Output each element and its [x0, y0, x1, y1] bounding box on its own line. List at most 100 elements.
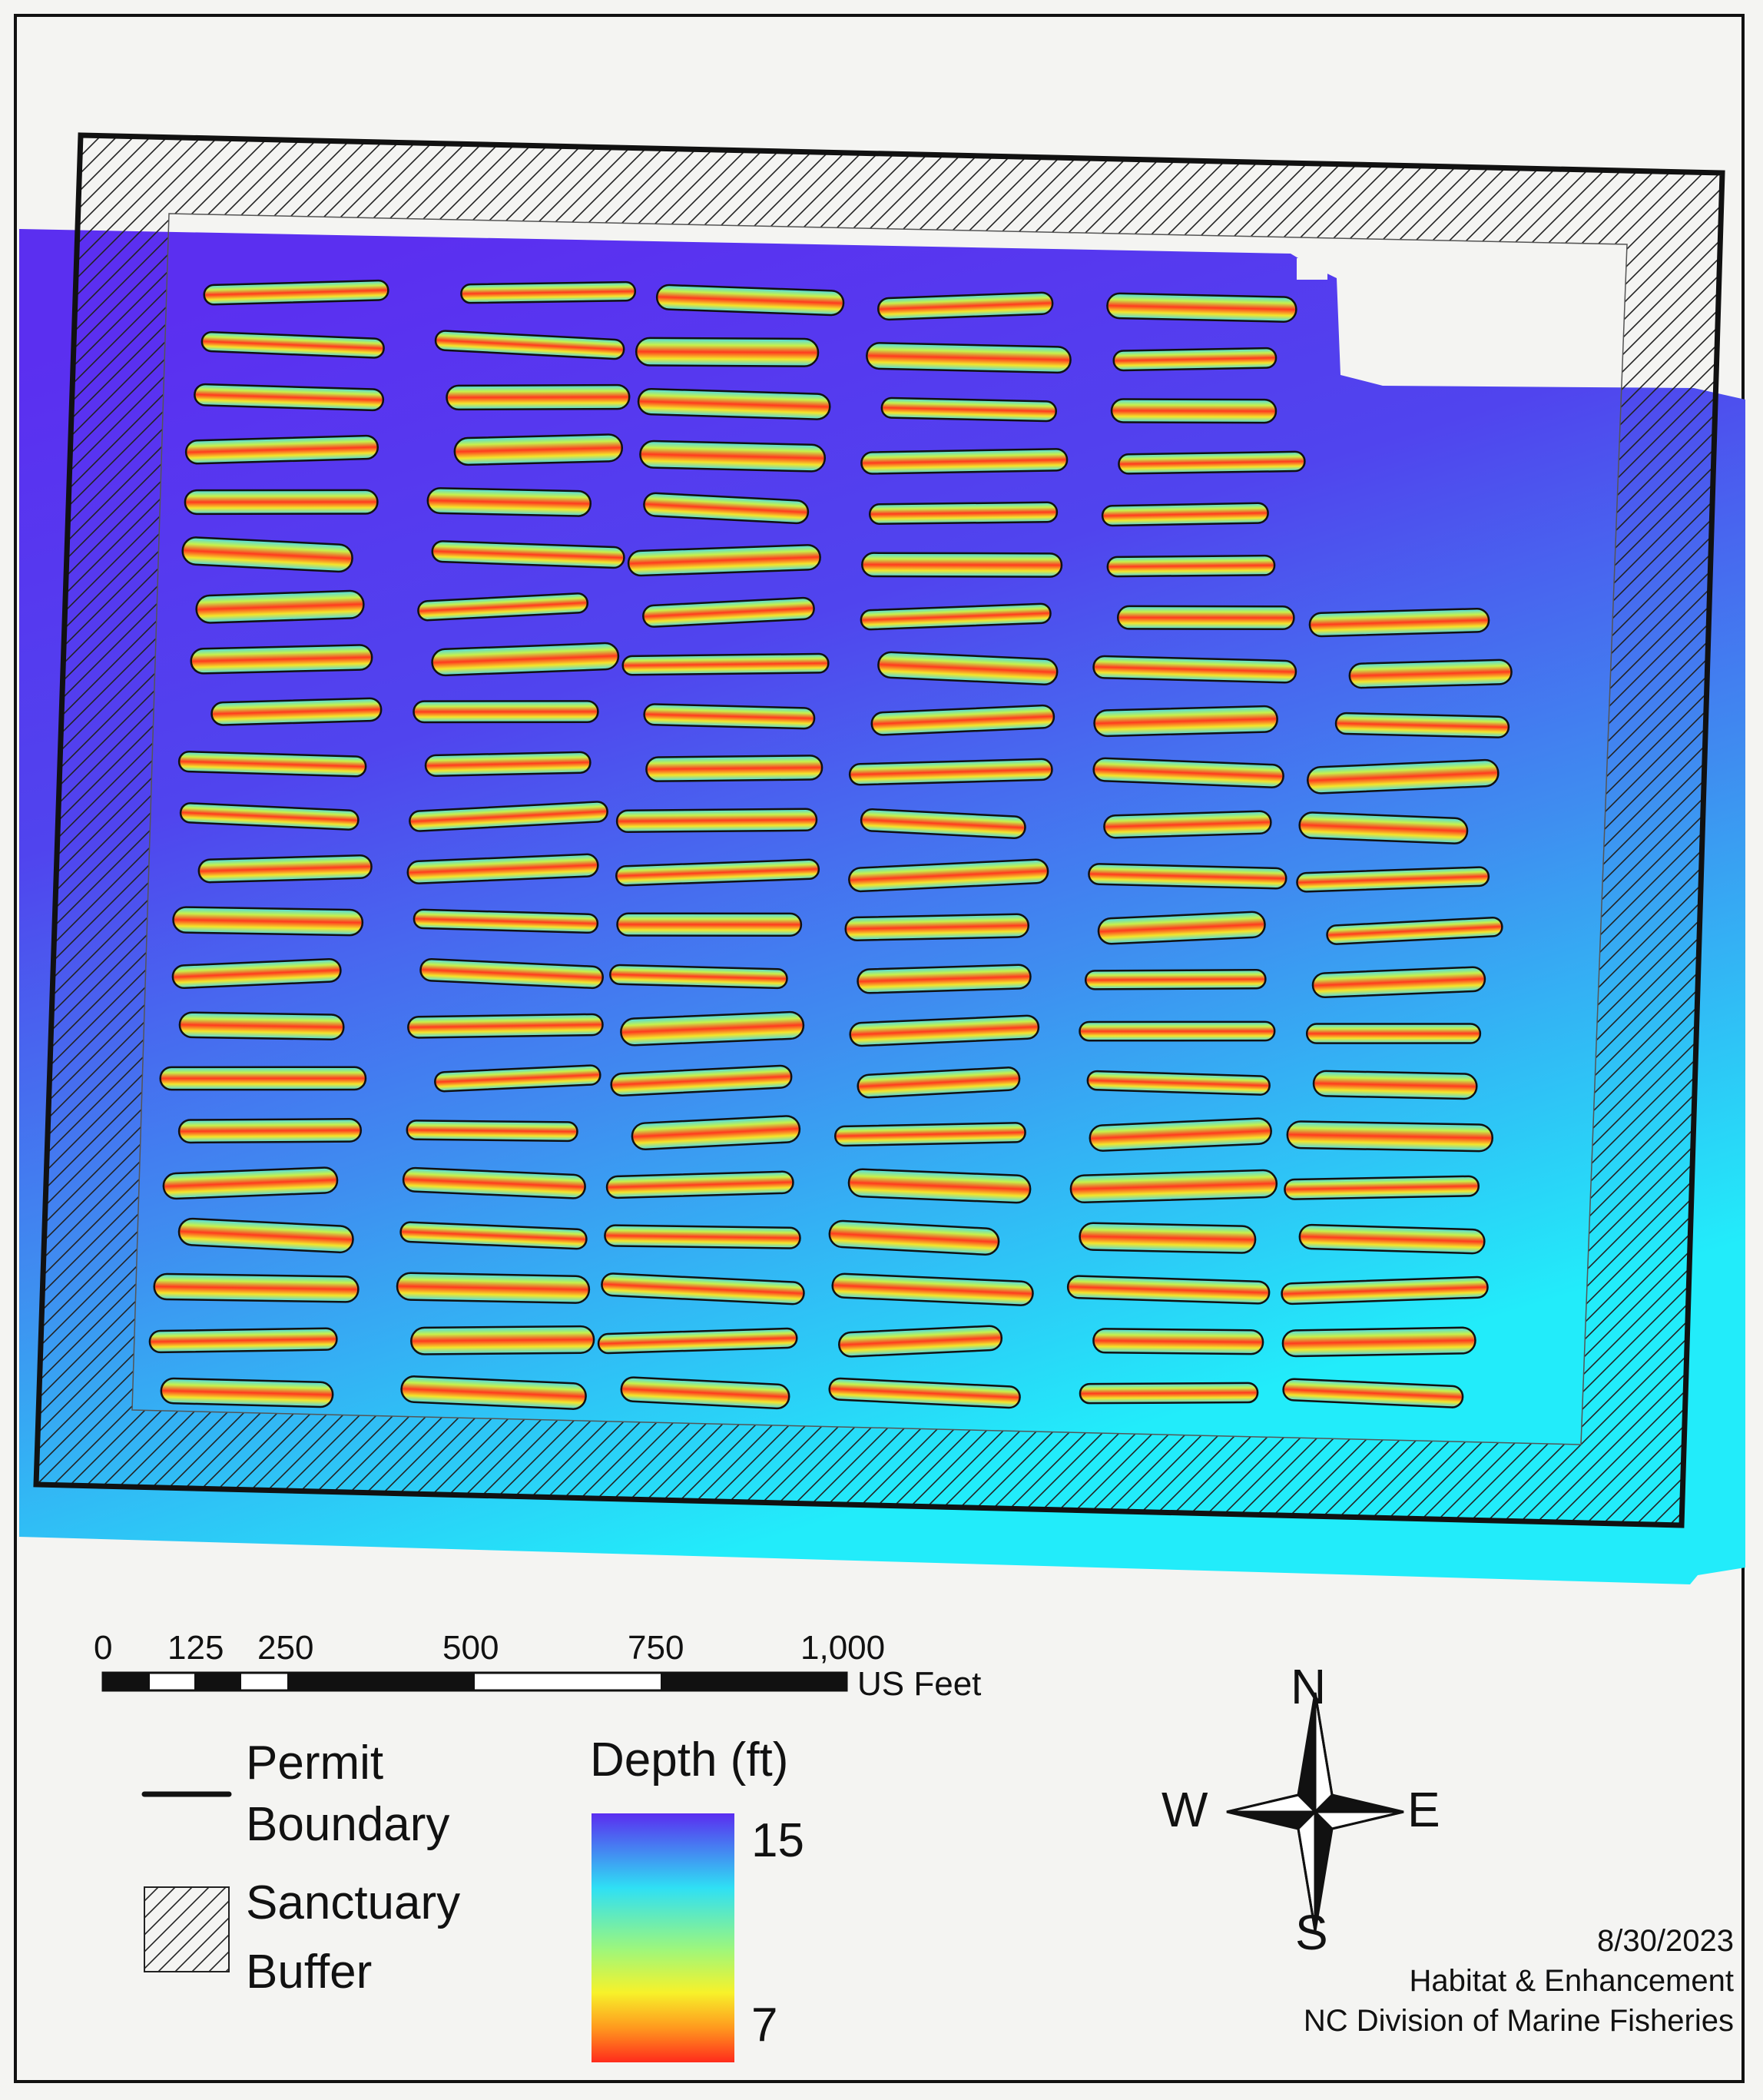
reef-mound — [197, 854, 373, 884]
reef-mound — [1112, 347, 1278, 372]
reef-mound — [1092, 1328, 1264, 1355]
reef-mound — [1092, 655, 1297, 684]
reef-mound — [177, 751, 367, 778]
reef-mound — [1281, 1276, 1489, 1305]
reef-mound — [179, 802, 360, 831]
depth-max-label: 15 — [751, 1814, 804, 1867]
reef-mound — [159, 1066, 367, 1091]
reef-mound — [177, 1217, 354, 1254]
reef-mound — [402, 1166, 586, 1199]
credit-agency: NC Division of Marine Fisheries — [1303, 2004, 1734, 2038]
reef-mound — [1106, 292, 1297, 323]
reef-mound — [1066, 1275, 1271, 1305]
reef-mound — [210, 697, 383, 726]
reef-mound — [877, 291, 1054, 321]
reef-mound — [1118, 450, 1306, 475]
reef-mound — [831, 1272, 1034, 1306]
reef-mound — [1281, 1326, 1476, 1358]
west-label: W — [1162, 1782, 1208, 1837]
reef-mound — [870, 704, 1055, 736]
reef-mound — [424, 751, 592, 777]
reef-mound — [1079, 1382, 1259, 1405]
reef-mound — [409, 801, 608, 832]
reef-mound — [1086, 1070, 1271, 1096]
reef-mound — [838, 1325, 1003, 1358]
credit-unit: Habitat & Enhancement — [1409, 1964, 1734, 1998]
reef-mound — [460, 280, 637, 304]
reef-mound — [1093, 705, 1278, 738]
scale-tick-125: 125 — [167, 1629, 224, 1667]
reef-mound — [190, 644, 373, 675]
reef-mound — [620, 1376, 790, 1410]
reef-mound — [610, 1064, 793, 1097]
reef-mound — [616, 912, 803, 937]
reef-mound — [833, 1122, 1026, 1147]
reef-mound — [400, 1375, 587, 1410]
reef-mound — [1334, 712, 1510, 738]
sanctuary-buffer-label: Sanctuary Buffer — [246, 1876, 461, 1999]
reef-mound — [1110, 398, 1278, 424]
reef-mound — [828, 1377, 1021, 1409]
reef-mound — [866, 342, 1072, 374]
reef-mound — [434, 330, 625, 360]
reef-mound — [1079, 1222, 1257, 1254]
reef-mound — [1308, 607, 1490, 638]
reef-mound — [406, 853, 599, 884]
reef-mound — [1312, 1070, 1478, 1100]
map-date: 8/30/2023 — [1597, 1924, 1734, 1958]
reef-mound — [621, 652, 830, 676]
reef-mound — [399, 1221, 588, 1250]
reef-mound — [1326, 916, 1503, 945]
reef-mound — [417, 592, 589, 622]
scale-tick-250: 250 — [257, 1629, 314, 1667]
reef-mound — [615, 858, 820, 887]
reef-mound — [597, 1327, 798, 1355]
reef-mound — [446, 383, 631, 411]
reef-mound — [857, 1067, 1021, 1099]
scale-tick-750: 750 — [628, 1629, 684, 1667]
permit-boundary-label: Permit Boundary — [246, 1737, 450, 1851]
reef-mound — [1282, 1378, 1464, 1408]
reef-mound — [178, 1011, 345, 1040]
reef-mound — [877, 651, 1059, 685]
reef-mound — [396, 1272, 591, 1304]
reef-mound — [184, 434, 379, 465]
reef-mound — [868, 501, 1059, 526]
reef-mound — [642, 596, 815, 628]
reef-mound — [1103, 810, 1272, 839]
reef-mound — [177, 1117, 363, 1144]
reef-mound — [643, 703, 816, 730]
sanctuary-buffer-swatch — [144, 1886, 230, 1972]
reef-mound — [1305, 1023, 1482, 1044]
reef-mound — [1097, 911, 1266, 945]
scale-bar — [101, 1671, 848, 1692]
reef-mound — [162, 1166, 339, 1200]
reef-mound — [643, 492, 810, 525]
reef-mound — [1284, 1175, 1480, 1200]
scale-tick-0: 0 — [94, 1629, 113, 1667]
reef-mound — [1298, 811, 1469, 844]
reef-mound — [1286, 1120, 1494, 1153]
reef-mound — [1298, 1223, 1486, 1255]
reef-mounds — [148, 279, 1513, 1410]
reef-mound — [1106, 554, 1276, 578]
reef-mound — [605, 1170, 794, 1199]
reef-mound — [181, 536, 353, 573]
reef-mound — [171, 957, 342, 990]
reef-mound — [828, 1219, 1000, 1256]
north-arrow-icon — [1226, 1692, 1404, 1932]
reef-mound — [601, 1272, 805, 1305]
reef-mound — [1088, 863, 1287, 890]
reef-mound — [203, 279, 389, 306]
reef-mound — [453, 433, 624, 466]
reef-mound — [857, 964, 1032, 994]
reef-mound — [847, 1168, 1032, 1204]
reef-mound — [645, 755, 824, 782]
reef-mound — [426, 487, 592, 517]
reef-mound — [620, 1010, 805, 1047]
reef-mound — [860, 602, 1052, 631]
reef-mound — [849, 1014, 1040, 1047]
reef-mound — [413, 908, 599, 934]
reef-mound — [1116, 605, 1295, 631]
reef-mound — [627, 544, 821, 577]
